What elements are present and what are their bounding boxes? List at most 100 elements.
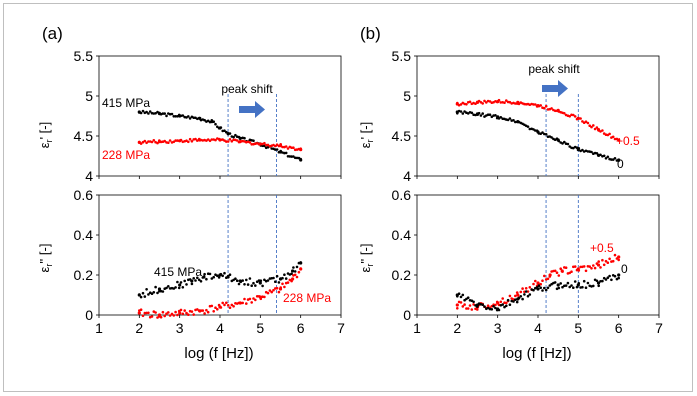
data-point [526, 290, 530, 293]
data-point [187, 140, 190, 144]
data-point [174, 115, 177, 118]
data-point [168, 314, 172, 317]
data-point [512, 119, 515, 122]
data-point [573, 115, 577, 118]
data-point-anchor [560, 269, 564, 273]
data-point [521, 297, 524, 301]
data-point [176, 313, 179, 317]
y-tick-label: 5.5 [392, 48, 412, 64]
data-point [163, 112, 166, 115]
data-point-anchor [202, 275, 206, 279]
data-point [165, 286, 168, 290]
data-point [528, 286, 532, 289]
y-axis-title-b-bottom: εr'' [-] [358, 244, 375, 273]
data-point [550, 107, 553, 110]
data-point [456, 307, 459, 310]
data-point [506, 118, 510, 122]
data-point [272, 276, 275, 280]
x-tick-label: 3 [494, 320, 502, 336]
data-point [584, 269, 588, 273]
data-point [254, 284, 257, 287]
data-point-anchor [475, 303, 480, 307]
data-point [590, 125, 593, 129]
data-point [179, 308, 183, 312]
x-tick-label: 6 [297, 320, 305, 336]
data-point [293, 270, 297, 273]
data-point [488, 113, 492, 116]
data-point [185, 283, 188, 286]
data-point [461, 112, 465, 115]
data-point [543, 286, 546, 290]
data-point-anchor [536, 130, 540, 134]
series-label-zero-b-bottom: 0 [621, 262, 628, 276]
data-point [539, 104, 542, 107]
data-point [284, 277, 288, 280]
data-point [465, 307, 468, 310]
axes-box [416, 194, 660, 316]
data-point [608, 257, 611, 261]
data-point [167, 285, 170, 288]
data-point [588, 124, 591, 127]
data-point [174, 310, 177, 314]
data-point [245, 278, 248, 282]
data-point [223, 303, 226, 307]
y-tick-label: 4.5 [74, 128, 94, 144]
data-point-anchor [258, 142, 262, 146]
data-point [241, 279, 244, 282]
data-point [275, 274, 279, 278]
peak-shift-arrow-b [542, 80, 568, 97]
data-point [499, 116, 503, 119]
data-point [508, 303, 512, 307]
y-axis-title-a-bottom: εr'' [-] [37, 244, 54, 273]
series-label-228-a-bottom: 228 MPa [283, 291, 331, 305]
data-point [572, 286, 575, 290]
data-point-anchor [496, 301, 500, 305]
data-point [465, 103, 468, 106]
data-point [165, 114, 168, 118]
data-point [548, 284, 552, 287]
data-point [508, 117, 512, 120]
data-point [613, 274, 617, 278]
data-point [250, 301, 253, 304]
data-point [241, 301, 244, 305]
data-point-anchor [596, 263, 601, 267]
data-point [572, 113, 575, 117]
data-point [611, 158, 615, 161]
svg-text:εr'' [-]: εr'' [-] [358, 244, 375, 273]
x-tick-label: 2 [135, 320, 143, 336]
data-point [205, 308, 208, 312]
data-point [570, 270, 573, 274]
data-point [203, 272, 206, 276]
data-point-anchor [475, 100, 480, 104]
data-point [154, 311, 157, 314]
data-point [275, 286, 279, 290]
data-point [602, 263, 606, 267]
data-point-anchor [278, 287, 283, 291]
data-point [595, 279, 599, 283]
panel-label-a: (a) [42, 24, 63, 43]
data-point-anchor [218, 273, 222, 277]
x-tick-label: 5 [574, 320, 582, 336]
data-point [295, 265, 299, 269]
x-tick-label: 4 [216, 320, 224, 336]
data-point [252, 281, 255, 285]
series--0-5 [455, 98, 621, 142]
data-point [550, 136, 553, 139]
data-point [582, 279, 586, 283]
data-point-anchor [617, 273, 621, 277]
data-point [161, 310, 165, 314]
data-point [470, 308, 474, 311]
y-tick-label: 0.4 [74, 227, 94, 243]
data-point [263, 295, 266, 299]
data-point-anchor [617, 158, 621, 162]
data-point [512, 300, 515, 303]
data-point [252, 297, 255, 300]
data-point-anchor [190, 279, 194, 283]
data-point [611, 259, 615, 263]
data-point [248, 141, 252, 144]
svg-text:εr' [-]: εr' [-] [37, 122, 54, 148]
data-point-anchor [291, 277, 295, 281]
data-point [599, 280, 602, 283]
data-point [286, 281, 290, 284]
